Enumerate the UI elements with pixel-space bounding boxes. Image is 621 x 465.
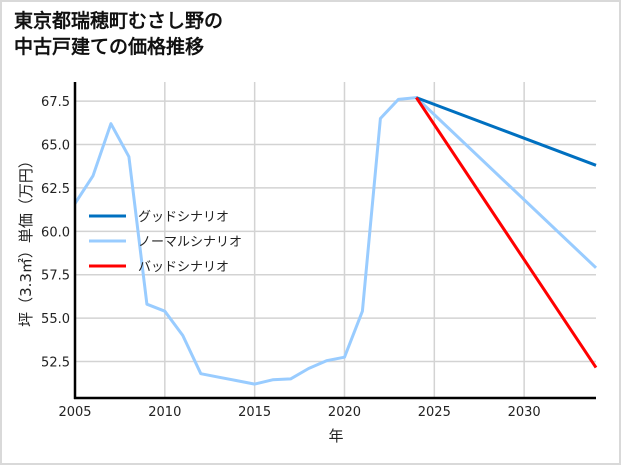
series-line-1 [73,96,598,386]
x-tick-label: 2030 [508,405,541,420]
chart-title-line1: 東京都瑞穂町むさし野の [14,10,224,32]
x-tick-label: 2010 [148,405,181,420]
y-tick-label: 62.5 [41,182,70,197]
x-axis-label: 年 [328,427,343,445]
x-tick-label: 2025 [418,405,451,420]
tick-labels: 2005 2010 2015 2020 2025 2030 52.5 55.0 57.5 60.0… [41,95,541,420]
gridlines [74,82,596,398]
x-tick-label: 2005 [58,405,91,420]
legend-label: グッドシナリオ [138,210,229,225]
legend-item: グッドシナリオ [89,210,229,225]
chart-title: 東京都瑞穂町むさし野の 中古戸建ての価格推移 [14,8,223,60]
series-line-0 [415,96,597,167]
legend-item: ノーマルシナリオ [89,235,242,250]
y-tick-label: 55.0 [41,312,70,327]
legend-label: ノーマルシナリオ [138,235,242,250]
legend-item: バッドシナリオ [89,260,229,275]
chart-title-line2: 中古戸建ての価格推移 [14,36,205,58]
x-tick-label: 2020 [328,405,361,420]
y-tick-label: 67.5 [41,95,70,110]
y-tick-label: 57.5 [41,269,70,284]
y-tick-label: 60.0 [41,225,70,240]
y-tick-label: 65.0 [41,139,70,154]
legend-label: バッドシナリオ [138,260,229,275]
y-tick-label: 52.5 [41,356,70,371]
y-axis-label: 坪（3.3㎡）単価（万円） [17,153,35,327]
series-line-2 [415,96,598,369]
data-series [73,96,598,386]
axes [73,82,596,400]
x-tick-label: 2015 [238,405,271,420]
